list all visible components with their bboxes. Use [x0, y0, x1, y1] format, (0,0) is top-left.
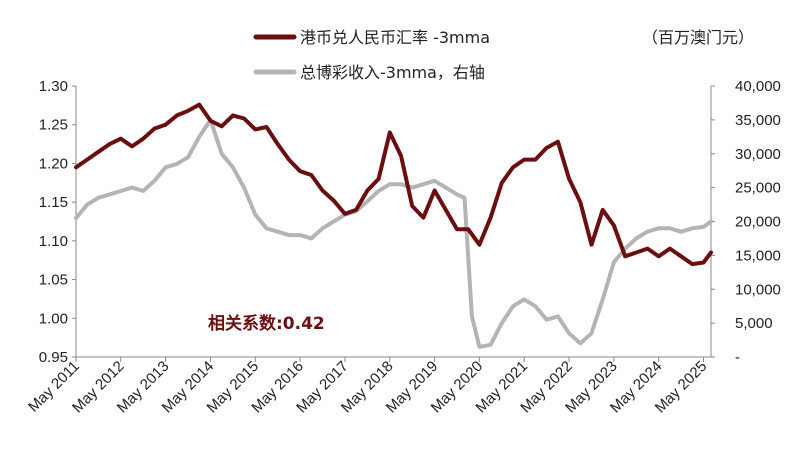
left-axis-ticks: 0.95 1.00 1.05 1.10 1.15 1.20 1.25 1.30 — [39, 78, 76, 366]
left-tick-label: 1.10 — [39, 233, 68, 250]
left-tick-label: 1.20 — [39, 155, 68, 172]
right-tick-label: 10,000 — [735, 281, 781, 298]
right-axis-ticks: - 5,000 10,000 15,000 20,000 25,000 30,000 35,0… — [711, 78, 781, 366]
left-tick-label: 0.95 — [39, 349, 68, 366]
right-tick-label: 20,000 — [735, 214, 781, 231]
series-layer — [74, 102, 713, 349]
axes — [75, 86, 712, 358]
legend: 港币兑人民币汇率 -3mma 总博彩收入-3mma，右轴 — [253, 28, 490, 82]
series-line-1 — [74, 102, 713, 267]
series-line-2 — [74, 117, 713, 349]
right-tick-label: 5,000 — [735, 315, 773, 332]
right-tick-label: 35,000 — [735, 112, 781, 129]
left-tick-label: 1.30 — [39, 78, 68, 95]
left-tick-label: 1.15 — [39, 194, 68, 211]
right-tick-label: - — [735, 349, 740, 366]
correlation-annotation: 相关系数:0.42 — [208, 313, 325, 334]
right-tick-label: 30,000 — [735, 146, 781, 163]
left-tick-label: 1.00 — [39, 310, 68, 327]
right-tick-label: 40,000 — [735, 78, 781, 95]
right-axis-unit: （百万澳门元） — [642, 28, 754, 47]
left-tick-label: 1.05 — [39, 272, 68, 289]
legend-label-series-2: 总博彩收入-3mma，右轴 — [300, 63, 485, 82]
left-tick-label: 1.25 — [39, 117, 68, 134]
right-tick-label: 15,000 — [735, 247, 781, 264]
right-tick-label: 25,000 — [735, 180, 781, 197]
legend-label-series-1: 港币兑人民币汇率 -3mma — [300, 28, 490, 47]
